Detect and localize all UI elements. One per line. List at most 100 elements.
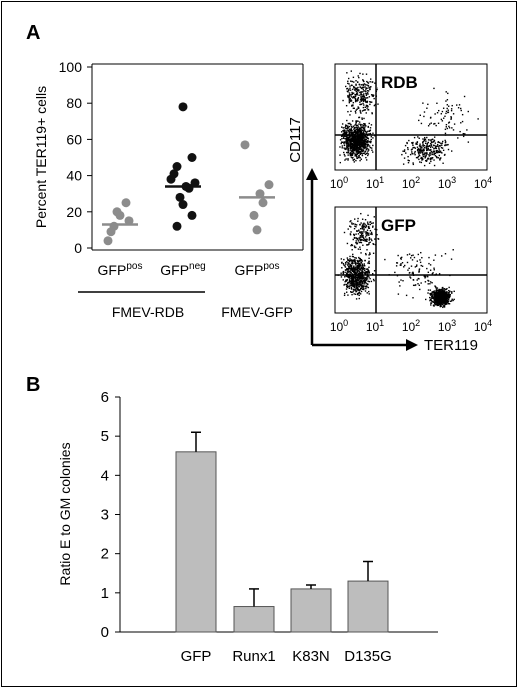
flow-dot	[362, 152, 364, 155]
flow-dot	[429, 264, 432, 266]
flow-dot	[441, 290, 444, 293]
flow-dot	[361, 277, 363, 279]
flow-dot	[366, 107, 368, 109]
flow-dot	[369, 129, 372, 131]
flow-rdb-label: RDB	[381, 73, 418, 92]
flow-dot	[348, 101, 351, 104]
flow-dot	[363, 104, 365, 106]
flow-dot	[448, 303, 451, 305]
fmev-gfp-label: FMEV-GFP	[221, 304, 293, 320]
flow-dot	[444, 144, 446, 147]
flow-dot	[350, 70, 353, 72]
flow-dot	[353, 270, 355, 272]
flow-dot	[416, 141, 419, 143]
flow-dot	[457, 107, 460, 109]
flow-dot	[414, 153, 416, 156]
flow-dot	[360, 280, 363, 283]
flow-dot	[402, 150, 404, 152]
flow-dot	[367, 226, 370, 228]
flow-dot	[354, 95, 357, 97]
flow-dot	[346, 143, 348, 145]
flow-dot	[433, 299, 435, 301]
flow-dot	[433, 305, 435, 307]
flow-dot	[459, 130, 461, 133]
flow-dot	[350, 84, 353, 86]
flow-dot	[429, 149, 431, 151]
flow-dot	[368, 280, 370, 283]
flow-dot	[353, 136, 356, 138]
flow-dot	[359, 257, 361, 260]
flow-dot	[351, 293, 353, 296]
strip-point	[178, 200, 188, 210]
flow-dot	[433, 269, 435, 271]
flow-dot	[351, 270, 354, 273]
flow-dot	[452, 113, 455, 115]
flow-dot	[452, 249, 454, 251]
flow-dot	[365, 278, 368, 280]
flow-dot	[364, 240, 367, 242]
flow-dot	[358, 150, 360, 153]
flow-dot	[448, 293, 450, 296]
flow-dot	[360, 272, 362, 274]
flow-dot	[370, 138, 373, 141]
flow-dot	[366, 152, 369, 154]
flow-dot	[423, 149, 425, 151]
flow-dot	[367, 144, 370, 146]
flow-gfp-label-bg	[378, 211, 422, 237]
strip-y-axis-label: Percent TER119+ cells	[33, 86, 49, 228]
flow-dot	[347, 131, 349, 133]
flow-dot	[354, 124, 356, 126]
flow-dot	[358, 94, 360, 96]
flow-dot	[349, 233, 352, 235]
flow-dot	[346, 267, 348, 270]
flow-dot	[354, 147, 356, 149]
flow-dot	[344, 271, 346, 274]
flow-dot	[368, 261, 370, 263]
flow-dot	[356, 124, 358, 127]
bar-y-tick-label: 5	[101, 428, 109, 445]
flow-dot	[366, 147, 368, 149]
flow-dot	[356, 108, 358, 110]
flow-dot	[422, 102, 424, 104]
flow-dot	[349, 130, 351, 132]
flow-dot	[439, 150, 442, 152]
flow-dot	[351, 276, 353, 278]
flow-dot	[355, 92, 358, 94]
flow-dot	[352, 139, 355, 141]
flow-dot	[354, 129, 357, 132]
flow-dot	[434, 295, 436, 297]
flow-dot	[370, 238, 372, 240]
flow-dot	[356, 267, 358, 269]
flow-dot	[357, 120, 359, 122]
flow-dot	[369, 241, 371, 243]
flow-dot	[419, 259, 421, 261]
flow-dot	[447, 295, 450, 297]
flow-dot	[433, 153, 435, 155]
flow-dot	[439, 299, 441, 301]
flow-dot	[347, 142, 349, 145]
flow-dot	[438, 297, 440, 299]
flow-dot	[358, 116, 360, 119]
flow-dot	[358, 260, 360, 262]
flow-dot	[365, 270, 367, 273]
flow-dot	[360, 287, 362, 290]
flow-dot	[352, 135, 355, 138]
flow-dot	[360, 281, 362, 283]
flow-dot	[367, 130, 369, 133]
flow-dot	[373, 279, 375, 282]
flow-dot	[366, 137, 368, 139]
flow-dot	[433, 293, 435, 295]
flow-dot	[360, 103, 363, 105]
flow-dot	[418, 269, 420, 271]
flow-dot	[452, 129, 455, 131]
flow-dot	[354, 146, 356, 148]
flow-dot	[424, 138, 426, 141]
flow-dot	[451, 292, 453, 294]
flow-dot	[368, 243, 370, 246]
flow-dot	[364, 277, 366, 279]
strip-marks	[102, 102, 275, 246]
flow-dot	[354, 218, 356, 220]
flow-dot	[371, 222, 373, 225]
flow-dot	[438, 141, 441, 144]
